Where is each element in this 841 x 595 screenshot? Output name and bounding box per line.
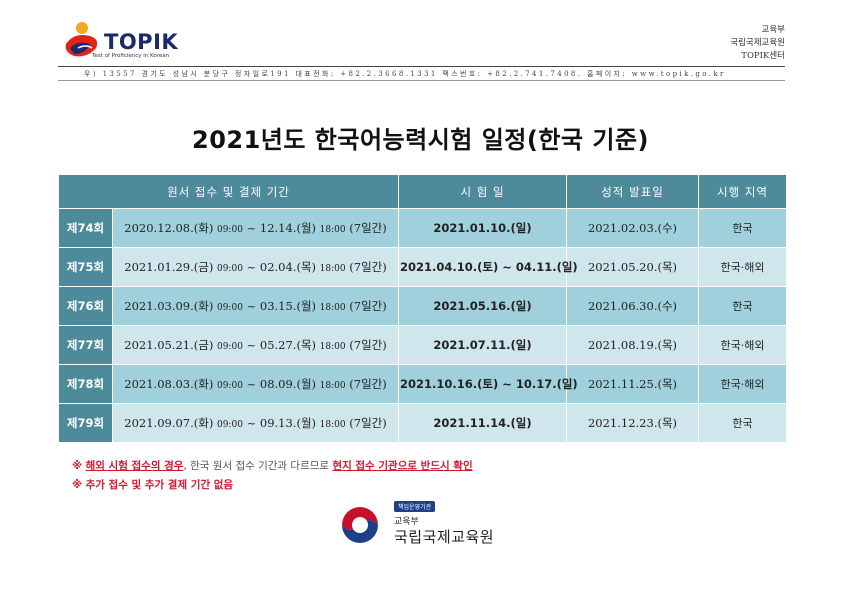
- period-end: 08.09.(월): [259, 377, 317, 391]
- table-row: 제79회 2021.09.07.(화) 09:00 ~ 09.13.(월) 18:…: [58, 403, 787, 443]
- round-cell: 제79회: [58, 403, 113, 443]
- round-cell: 제78회: [58, 364, 113, 404]
- result-date-cell: 2021.05.20.(목): [566, 247, 699, 287]
- region-cell: 한국·해외: [698, 364, 787, 404]
- period-start-time: 09:00: [216, 264, 243, 274]
- period-start-time: 09:00: [216, 381, 243, 391]
- period-end-time: 18:00: [319, 303, 346, 313]
- period-days: (7일간): [349, 338, 387, 352]
- table-header-row: 원서 접수 및 결제 기간 시 험 일 성적 발표일 시행 지역: [58, 174, 787, 209]
- period-days: (7일간): [349, 299, 387, 313]
- page-title: 2021년도 한국어능력시험 일정(한국 기준): [192, 126, 649, 154]
- result-date-cell: 2021.02.03.(수): [566, 208, 699, 248]
- period-days: (7일간): [349, 221, 387, 235]
- period-end: 12.14.(월): [259, 221, 317, 235]
- note-mark: ※: [72, 479, 83, 491]
- footer-ministry: 교육부: [394, 517, 419, 527]
- table-row: 제75회 2021.01.29.(금) 09:00 ~ 02.04.(목) 18:…: [58, 247, 787, 287]
- note-overseas-confirm: 현지 접수 기관으로 반드시 확인: [332, 460, 473, 472]
- period-days: (7일간): [349, 260, 387, 274]
- exam-date-cell: 2021.07.11.(일): [398, 325, 567, 365]
- period-start-time: 09:00: [216, 420, 243, 430]
- region-cell: 한국·해외: [698, 325, 787, 365]
- footer-institute-name: 국립국제교육원: [394, 528, 495, 546]
- logo-subtext: Test of Proficiency in Korean: [92, 53, 170, 59]
- period-end: 05.27.(목): [259, 338, 317, 352]
- region-cell: 한국·해외: [698, 247, 787, 287]
- registration-period-cell: 2021.05.21.(금) 09:00 ~ 05.27.(목) 18:00 (…: [112, 325, 399, 365]
- registration-period-cell: 2021.09.07.(화) 09:00 ~ 09.13.(월) 18:00 (…: [112, 403, 399, 443]
- note-no-extra: ※ 추가 접수 및 추가 결제 기간 없음: [72, 476, 473, 495]
- header-divider-bottom: [58, 80, 785, 81]
- header-result-date: 성적 발표일: [566, 174, 699, 209]
- exam-date-cell: 2021.01.10.(일): [398, 208, 567, 248]
- result-date-cell: 2021.06.30.(수): [566, 286, 699, 326]
- org-line-ministry: 교육부: [761, 25, 785, 35]
- region-cell: 한국: [698, 286, 787, 326]
- period-start: 2021.03.09.(화): [124, 299, 214, 313]
- org-line-institute: 국립국제교육원: [730, 38, 785, 48]
- period-end-time: 18:00: [319, 264, 346, 274]
- table-row: 제76회 2021.03.09.(화) 09:00 ~ 03.15.(월) 18:…: [58, 286, 787, 326]
- exam-date-cell: 2021.04.10.(토) ~ 04.11.(일): [398, 247, 578, 287]
- period-start: 2021.08.03.(화): [124, 377, 214, 391]
- region-cell: 한국: [698, 208, 787, 248]
- result-date-cell: 2021.08.19.(목): [566, 325, 699, 365]
- organization-block: 교육부 국립국제교육원 TOPIK센터: [730, 24, 785, 63]
- period-days: (7일간): [349, 377, 387, 391]
- note-overseas: ※ 해외 시험 접수의 경우, 한국 원서 접수 기간과 다르므로 현지 접수 …: [72, 457, 473, 476]
- table-row: 제74회 2020.12.08.(화) 09:00 ~ 12.14.(월) 18:…: [58, 208, 787, 248]
- period-days: (7일간): [349, 416, 387, 430]
- header-registration-period: 원서 접수 및 결제 기간: [58, 174, 399, 209]
- period-end-time: 18:00: [319, 342, 346, 352]
- header-region: 시행 지역: [698, 174, 787, 209]
- registration-period-cell: 2020.12.08.(화) 09:00 ~ 12.14.(월) 18:00 (…: [112, 208, 399, 248]
- period-end: 09.13.(월): [259, 416, 317, 430]
- result-date-cell: 2021.12.23.(목): [566, 403, 699, 443]
- registration-period-cell: 2021.03.09.(화) 09:00 ~ 03.15.(월) 18:00 (…: [112, 286, 399, 326]
- footer-institute-logo: 책임운영기관 교육부 국립국제교육원: [338, 499, 508, 551]
- topik-emblem-icon: [65, 22, 98, 57]
- period-end: 02.04.(목): [259, 260, 317, 274]
- period-start-time: 09:00: [216, 225, 243, 235]
- schedule-table: 원서 접수 및 결제 기간 시 험 일 성적 발표일 시행 지역 제74회 202…: [58, 174, 787, 443]
- period-start: 2021.01.29.(금): [124, 260, 214, 274]
- period-end-time: 18:00: [319, 381, 346, 391]
- note-overseas-text: , 한국 원서 접수 기간과 다르므로: [183, 460, 333, 472]
- round-cell: 제74회: [58, 208, 113, 248]
- note-mark: ※: [72, 460, 83, 472]
- period-end-time: 18:00: [319, 225, 346, 235]
- agency-badge: 책임운영기관: [394, 501, 436, 512]
- note-overseas-emphasis: 해외 시험 접수의 경우: [85, 460, 184, 472]
- registration-period-cell: 2021.08.03.(화) 09:00 ~ 08.09.(월) 18:00 (…: [112, 364, 399, 404]
- period-end-time: 18:00: [319, 420, 346, 430]
- region-cell: 한국: [698, 403, 787, 443]
- contact-address: 우) 13557 경기도 성남시 분당구 정자일로191 대표전화: +82.2…: [84, 70, 726, 78]
- period-start: 2021.09.07.(화): [124, 416, 214, 430]
- logo-wordmark: TOPIK: [104, 30, 179, 54]
- header-divider: [58, 66, 785, 67]
- period-start: 2021.05.21.(금): [124, 338, 214, 352]
- org-line-center: TOPIK센터: [741, 51, 785, 61]
- period-start-time: 09:00: [216, 342, 243, 352]
- period-start-time: 09:00: [216, 303, 243, 313]
- exam-date-cell: 2021.11.14.(일): [398, 403, 567, 443]
- notes: ※ 해외 시험 접수의 경우, 한국 원서 접수 기간과 다르므로 현지 접수 …: [72, 457, 473, 495]
- taegeuk-emblem-icon: [339, 504, 381, 546]
- registration-period-cell: 2021.01.29.(금) 09:00 ~ 02.04.(목) 18:00 (…: [112, 247, 399, 287]
- period-end: 03.15.(월): [259, 299, 317, 313]
- result-date-cell: 2021.11.25.(목): [566, 364, 699, 404]
- note-no-extra-text: 추가 접수 및 추가 결제 기간 없음: [85, 479, 234, 491]
- exam-date-cell: 2021.05.16.(일): [398, 286, 567, 326]
- header-exam-date: 시 험 일: [398, 174, 567, 209]
- table-row: 제77회 2021.05.21.(금) 09:00 ~ 05.27.(목) 18:…: [58, 325, 787, 365]
- topik-logo: [60, 18, 180, 64]
- round-cell: 제76회: [58, 286, 113, 326]
- round-cell: 제75회: [58, 247, 113, 287]
- table-row: 제78회 2021.08.03.(화) 09:00 ~ 08.09.(월) 18:…: [58, 364, 787, 404]
- exam-date-cell: 2021.10.16.(토) ~ 10.17.(일): [398, 364, 578, 404]
- period-start: 2020.12.08.(화): [124, 221, 214, 235]
- round-cell: 제77회: [58, 325, 113, 365]
